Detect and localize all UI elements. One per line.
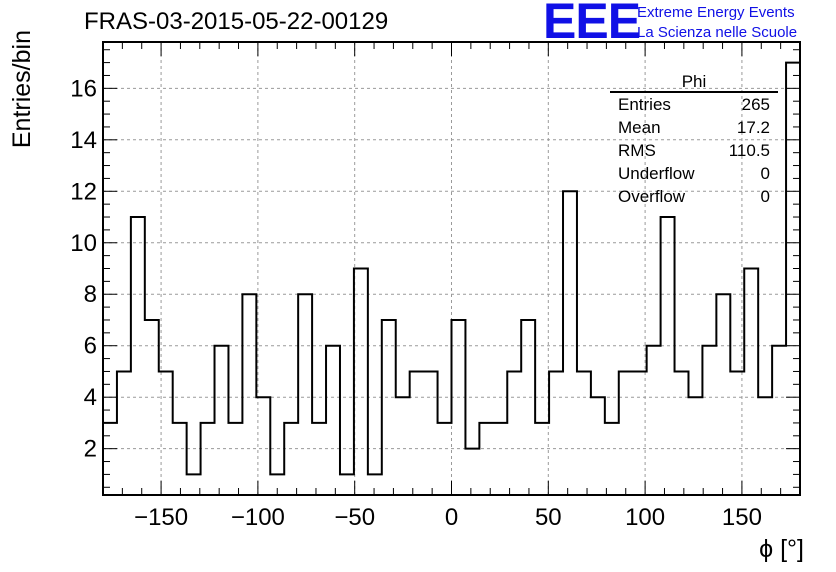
stats-row-overflow: Overflow 0 — [610, 185, 778, 208]
y-tick-label: 10 — [70, 230, 97, 257]
x-tick-label: 50 — [535, 504, 562, 531]
stats-label: Mean — [618, 118, 661, 137]
histogram-bin — [228, 423, 242, 495]
histogram-bin — [772, 346, 786, 495]
x-tick-label: 100 — [625, 504, 665, 531]
stats-row-underflow: Underflow 0 — [610, 162, 778, 185]
stats-label: Overflow — [618, 187, 686, 206]
histogram-bin — [103, 423, 117, 495]
y-tick-label: 16 — [70, 75, 97, 102]
histogram-bin — [438, 423, 452, 495]
histogram-bin — [688, 397, 702, 495]
histogram-bin — [340, 474, 354, 495]
histogram-bin — [493, 423, 507, 495]
histogram-bin — [549, 371, 563, 495]
histogram-bin — [521, 320, 535, 495]
histogram-bin — [145, 320, 159, 495]
stats-label: Underflow — [618, 164, 695, 183]
histogram-bin — [256, 397, 270, 495]
histogram-bin — [382, 320, 396, 495]
histogram-bin — [535, 423, 549, 495]
histogram-bin — [410, 371, 424, 495]
histogram-bin — [242, 294, 256, 495]
logo-line-2: La Scienza nelle Scuole — [637, 24, 798, 41]
histogram-bin — [675, 371, 689, 495]
y-tick-label: 14 — [70, 127, 97, 154]
histogram-bin — [563, 191, 577, 495]
histogram-bin — [758, 397, 772, 495]
x-tick-label: 0 — [445, 504, 458, 531]
y-tick-label: 2 — [84, 436, 97, 463]
histogram-bin — [647, 346, 661, 495]
histogram-bin — [201, 423, 215, 495]
stats-value: 17.2 — [736, 118, 770, 137]
histogram-bin — [354, 269, 368, 496]
histogram-bin — [605, 423, 619, 495]
histogram-bin — [619, 371, 633, 495]
stats-row-entries: Entries 265 — [610, 93, 778, 116]
x-axis-label: ϕ [°] — [759, 535, 804, 563]
histogram-bin — [131, 217, 145, 495]
y-axis-label: Entries/bin — [8, 30, 36, 149]
y-tick-label: 8 — [84, 281, 97, 308]
histogram-bin — [173, 423, 187, 495]
histogram-bin — [507, 371, 521, 495]
stats-label: RMS — [618, 141, 656, 160]
histogram-outline — [102, 61, 800, 495]
histogram-bin — [702, 346, 716, 495]
y-tick-label: 12 — [70, 178, 97, 205]
stats-box: Phi Entries 265 Mean 17.2 RMS 110.5 Unde… — [610, 72, 778, 208]
x-tick-label: −50 — [334, 504, 375, 531]
logo-line-1: Extreme Energy Events — [637, 4, 795, 21]
histogram-bin — [633, 371, 647, 495]
histogram-bin — [716, 294, 730, 495]
histogram-bin — [786, 63, 800, 495]
histogram-bin — [396, 397, 410, 495]
stats-value: 265 — [741, 95, 770, 114]
histogram-bin — [368, 474, 382, 495]
stats-value: 110.5 — [728, 141, 770, 160]
histogram-bin — [312, 423, 326, 495]
x-tick-label: 150 — [722, 504, 762, 531]
histogram-bin — [187, 474, 201, 495]
histogram-bin — [215, 346, 229, 495]
histogram-bin — [284, 423, 298, 495]
stats-row-rms: RMS 110.5 — [610, 139, 778, 162]
histogram-bin — [452, 320, 466, 495]
eee-logo-mark: EEE — [543, 0, 641, 49]
plot-frame — [102, 41, 801, 496]
histogram-bin — [744, 269, 758, 496]
chart-title: FRAS-03-2015-05-22-00129 — [84, 8, 389, 35]
histogram-bin — [424, 371, 438, 495]
stats-row-mean: Mean 17.2 — [610, 116, 778, 139]
histogram-bin — [298, 294, 312, 495]
x-tick-label: −100 — [231, 504, 285, 531]
x-tick-label: −150 — [134, 504, 188, 531]
stats-value: 0 — [760, 164, 770, 183]
histogram-bin — [577, 371, 591, 495]
histogram-bin — [591, 397, 605, 495]
y-tick-label: 6 — [84, 333, 97, 360]
stats-label: Entries — [618, 95, 671, 114]
stats-value: 0 — [760, 187, 770, 206]
histogram-bin — [479, 423, 493, 495]
histogram-bin — [326, 346, 340, 495]
histogram-bin — [465, 449, 479, 495]
stats-title: Phi — [610, 72, 778, 93]
histogram-bin — [661, 217, 675, 495]
histogram-bin — [117, 371, 131, 495]
y-tick-label: 4 — [84, 384, 97, 411]
